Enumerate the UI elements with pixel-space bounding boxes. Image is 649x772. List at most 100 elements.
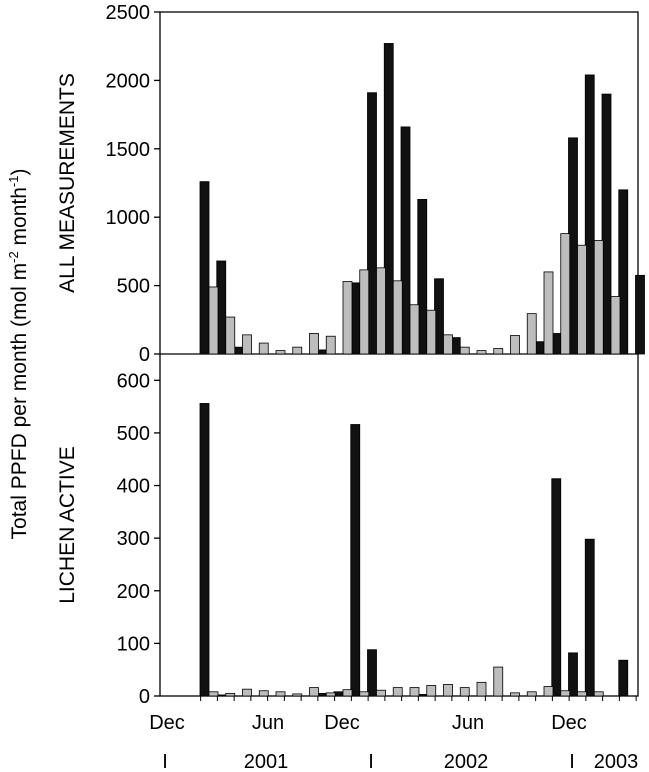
year-label-2002: 2002 (444, 751, 489, 772)
bottom-y-tick-label: 400 (117, 476, 150, 498)
bottom-bar-s2-15 (443, 684, 453, 697)
top-bar-s2-17 (476, 350, 487, 355)
top-y-tick-label: 2500 (106, 2, 151, 24)
bottom-bar-s1-10 (350, 424, 361, 697)
x-tick-label-jun-2002: Jun (452, 712, 484, 734)
bottom-bar-s1-22 (551, 478, 562, 697)
bottom-bar-s2-21 (543, 686, 554, 697)
top-bar-s1-1 (199, 181, 210, 355)
top-bar-s2-18 (493, 348, 504, 355)
bottom-bar-s2-13 (409, 687, 420, 697)
top-y-tick-label: 1500 (106, 139, 151, 161)
bottom-y-tick-label: 300 (117, 528, 150, 550)
bottom-bar-s2-22 (560, 690, 571, 697)
x-tick-label-dec-2002: Dec (551, 712, 587, 734)
top-bar-s1-26 (618, 189, 629, 355)
top-bar-s2-13 (409, 304, 420, 355)
y-axis-label-main: Total PPFD per month (mol m (8, 263, 31, 540)
y-axis-label-sup1: -2 (6, 251, 21, 263)
y-axis-label: Total PPFD per month (mol m-2 month-1) (6, 169, 31, 540)
top-bar-s2-9 (342, 281, 353, 355)
top-bar-s1-25 (601, 93, 612, 355)
top-bar-s2-21 (543, 271, 554, 355)
bottom-y-tick-label: 500 (117, 423, 150, 445)
y-axis-label-end: ) (8, 169, 31, 176)
bottom-panel-bars (199, 403, 629, 697)
bottom-y-tick-label: 100 (117, 633, 150, 655)
top-bar-s2-20 (526, 313, 537, 355)
top-bar-s2-8 (325, 335, 336, 355)
top-panel-y-axis: 0 500 1000 1500 2000 2500 (106, 2, 160, 366)
top-bar-s2-7 (309, 333, 319, 355)
bottom-bar-s2-6 (292, 693, 303, 697)
bottom-y-tick-label: 600 (117, 370, 150, 392)
bottom-bar-s1-23 (568, 652, 578, 697)
bottom-bar-s2-19 (510, 692, 520, 697)
top-bar-s2-12 (392, 280, 403, 355)
top-y-tick-label: 2000 (106, 70, 151, 92)
year-label-2001: 2001 (244, 751, 289, 772)
top-bar-s2-4 (258, 342, 269, 355)
top-bar-s2-6 (292, 346, 303, 355)
top-panel-bars (199, 43, 645, 355)
top-bar-s2-2 (225, 316, 236, 355)
top-bar-s2-24 (593, 240, 604, 355)
bottom-bar-s2-18 (493, 666, 504, 697)
top-bar-s2-10 (359, 269, 370, 355)
bottom-panel-y-axis: 0 100 200 300 400 500 600 (117, 370, 160, 708)
top-bar-s1-24 (584, 74, 595, 355)
year-separator-2: I (368, 751, 374, 772)
top-bar-s2-3 (242, 334, 252, 355)
year-label-2003: 2003 (594, 751, 639, 772)
bottom-bar-s1-24 (584, 538, 595, 697)
x-tick-label-dec-2001: Dec (324, 712, 360, 734)
top-y-tick-label: 0 (139, 344, 150, 366)
bottom-bar-s2-14 (426, 685, 437, 697)
bottom-bar-s2-3 (242, 688, 252, 697)
bottom-bar-s2-2 (225, 692, 236, 697)
bottom-bar-s2-17 (476, 681, 487, 697)
bottom-bar-s2-20 (526, 691, 537, 697)
bottom-bar-s2-8 (325, 692, 336, 697)
top-bar-s2-1 (208, 286, 219, 355)
x-axis (200, 696, 637, 701)
top-bar-s2-14 (426, 309, 437, 355)
bottom-bar-s2-4 (258, 690, 269, 697)
top-bar-s2-11 (376, 267, 386, 355)
top-bar-s1-14 (417, 199, 428, 355)
bottom-bar-s1-26 (618, 659, 629, 697)
top-bar-s1-11 (367, 92, 377, 355)
top-bar-s1-13 (400, 126, 411, 355)
bottom-y-tick-label: 0 (139, 686, 150, 708)
top-y-tick-label: 1000 (106, 207, 151, 229)
bottom-y-tick-label: 200 (117, 581, 150, 603)
bottom-bar-s1-11 (367, 649, 377, 697)
bottom-bar-s2-1 (208, 691, 219, 697)
top-bar-s2-15 (443, 334, 453, 355)
y-axis-label-mid: month (8, 187, 31, 251)
bottom-bar-s2-23 (577, 691, 587, 697)
bottom-bar-s1-1 (199, 403, 210, 697)
bottom-bar-s2-11 (376, 689, 386, 697)
bottom-bar-s2-12 (392, 687, 403, 697)
bottom-bar-s2-24 (593, 691, 604, 697)
top-bar-s1-12 (383, 43, 394, 355)
x-tick-label-dec-2000: Dec (149, 712, 185, 734)
year-separator-1: I (162, 751, 168, 772)
y-axis-label-sup2: -1 (6, 176, 21, 188)
bottom-bar-s2-16 (459, 687, 470, 697)
top-panel-label: ALL MEASUREMENTS (56, 73, 79, 293)
x-tick-label-jun-2001: Jun (252, 712, 284, 734)
top-y-tick-label: 500 (117, 276, 150, 298)
top-bar-s2-19 (510, 335, 520, 355)
bottom-bar-s2-10 (359, 691, 370, 697)
bottom-bar-s2-9 (342, 689, 353, 697)
top-bar-s2-22 (560, 233, 571, 355)
top-bar-s2-16 (459, 346, 470, 355)
bottom-bar-s2-5 (275, 691, 286, 697)
top-bar-s2-25 (610, 296, 621, 355)
top-bar-s1-27 (635, 274, 645, 355)
top-bar-s2-23 (577, 244, 587, 355)
top-bar-s2-5 (275, 350, 286, 355)
